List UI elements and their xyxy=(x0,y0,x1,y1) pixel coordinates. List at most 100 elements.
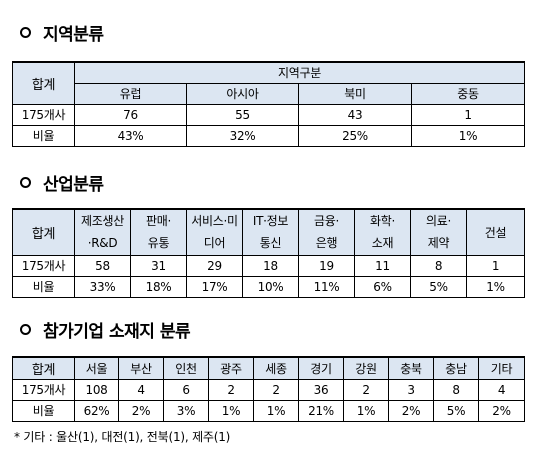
industry-col-header: 판매· 유통 xyxy=(130,208,187,256)
location-col-header: 경기 xyxy=(298,356,344,380)
region-group-header: 지역구분 xyxy=(73,61,526,84)
header-line: 통신 xyxy=(259,236,282,251)
table-cell: 2 xyxy=(208,378,254,401)
table-cell: 17% xyxy=(186,275,243,298)
table-cell: 2 xyxy=(253,378,299,401)
location-col-header: 충북 xyxy=(388,356,434,380)
table-cell: 8 xyxy=(433,378,479,401)
table-cell: 2 xyxy=(343,378,389,401)
row-label: 175개사 xyxy=(12,378,75,401)
footnote: * 기타 : 울산(1), 대전(1), 전북(1), 제주(1) xyxy=(14,430,231,444)
table-cell: 29 xyxy=(186,254,243,277)
table-cell: 19 xyxy=(298,254,355,277)
header-line: 디어 xyxy=(203,236,226,251)
industry-col-header: 제조생산 ·R&D xyxy=(74,208,131,256)
table-cell: 3% xyxy=(163,399,209,422)
circle-bullet-icon xyxy=(20,324,31,335)
region-col-header: 유럽 xyxy=(74,82,187,105)
table-cell: 62% xyxy=(74,399,119,422)
table-cell: 108 xyxy=(74,378,119,401)
table-cell: 25% xyxy=(298,124,412,147)
location-col-header: 광주 xyxy=(208,356,254,380)
industry-total-header: 합계 xyxy=(12,208,75,256)
row-label: 비율 xyxy=(12,399,75,422)
table-cell: 1 xyxy=(466,254,525,277)
location-col-header: 강원 xyxy=(343,356,389,380)
table-cell: 8 xyxy=(410,254,467,277)
industry-title-text: 산업분류 xyxy=(43,175,104,195)
location-col-header: 기타 xyxy=(478,356,525,380)
header-line: 금융· xyxy=(314,214,339,229)
header-line: 은행 xyxy=(315,236,338,251)
table-cell: 10% xyxy=(242,275,299,298)
header-line: ·R&D xyxy=(87,236,118,251)
row-label: 비율 xyxy=(12,275,75,298)
table-cell: 2% xyxy=(478,399,525,422)
table-cell: 11% xyxy=(298,275,355,298)
table-cell: 6% xyxy=(354,275,411,298)
industry-table: 합계 제조생산 ·R&D 판매· 유통 서비스·미 디어 IT·정보 통신 금융· 은행 … xyxy=(12,208,525,298)
header-line: 서비스·미 xyxy=(191,214,238,229)
table-cell: 76 xyxy=(74,103,187,126)
table-cell: 1% xyxy=(410,124,526,147)
table-cell: 36 xyxy=(298,378,344,401)
row-label: 비율 xyxy=(12,124,75,147)
table-cell: 33% xyxy=(74,275,131,298)
table-cell: 11 xyxy=(354,254,411,277)
region-title-text: 지역분류 xyxy=(43,25,104,45)
row-label: 175개사 xyxy=(12,254,75,277)
circle-bullet-icon xyxy=(20,27,31,38)
table-cell: 4 xyxy=(118,378,164,401)
table-cell: 1% xyxy=(253,399,299,422)
section-title-industry: 산업분류 xyxy=(16,170,104,195)
location-col-header: 세종 xyxy=(253,356,299,380)
header-line: IT·정보 xyxy=(252,214,289,229)
row-label: 175개사 xyxy=(12,103,75,126)
table-cell: 5% xyxy=(410,275,467,298)
industry-col-header: 의료· 제약 xyxy=(410,208,467,256)
table-cell: 21% xyxy=(298,399,344,422)
table-cell: 18 xyxy=(242,254,299,277)
header-line: 화학· xyxy=(370,214,395,229)
circle-bullet-icon xyxy=(20,177,31,188)
table-cell: 32% xyxy=(186,124,299,147)
table-cell: 31 xyxy=(130,254,187,277)
header-line: 소재 xyxy=(371,236,394,251)
industry-col-header: 화학· 소재 xyxy=(354,208,411,256)
section-title-region: 지역분류 xyxy=(16,20,104,45)
region-table: 합계 지역구분 유럽 아시아 북미 중동 175개사 76 55 43 1 비율… xyxy=(12,61,526,147)
table-cell: 4 xyxy=(478,378,525,401)
location-col-header: 충남 xyxy=(433,356,479,380)
header-line: 제조생산 xyxy=(81,214,124,229)
region-col-header: 북미 xyxy=(298,82,412,105)
table-cell: 1% xyxy=(208,399,254,422)
location-total-header: 합계 xyxy=(12,356,75,380)
location-title-text: 참가기업 소재지 분류 xyxy=(43,322,191,342)
table-cell: 3 xyxy=(388,378,434,401)
region-total-header: 합계 xyxy=(12,61,75,105)
table-cell: 2% xyxy=(118,399,164,422)
header-line: 판매· xyxy=(146,214,171,229)
table-cell: 5% xyxy=(433,399,479,422)
region-col-header: 아시아 xyxy=(186,82,299,105)
table-cell: 55 xyxy=(186,103,299,126)
table-cell: 1 xyxy=(410,103,526,126)
header-line: 유통 xyxy=(147,236,170,251)
industry-col-header: 금융· 은행 xyxy=(298,208,355,256)
location-table: 합계 서울 부산 인천 광주 세종 경기 강원 충북 충남 기타 175개사 1… xyxy=(12,356,525,422)
header-line: 제약 xyxy=(427,236,450,251)
table-cell: 2% xyxy=(388,399,434,422)
header-line: 의료· xyxy=(426,214,451,229)
table-cell: 1% xyxy=(343,399,389,422)
location-col-header: 서울 xyxy=(74,356,119,380)
location-col-header: 인천 xyxy=(163,356,209,380)
section-title-location: 참가기업 소재지 분류 xyxy=(16,317,191,342)
table-cell: 1% xyxy=(466,275,525,298)
industry-col-header: 건설 xyxy=(466,208,525,256)
table-cell: 43 xyxy=(298,103,412,126)
table-cell: 43% xyxy=(74,124,187,147)
table-cell: 58 xyxy=(74,254,131,277)
location-col-header: 부산 xyxy=(118,356,164,380)
table-cell: 18% xyxy=(130,275,187,298)
